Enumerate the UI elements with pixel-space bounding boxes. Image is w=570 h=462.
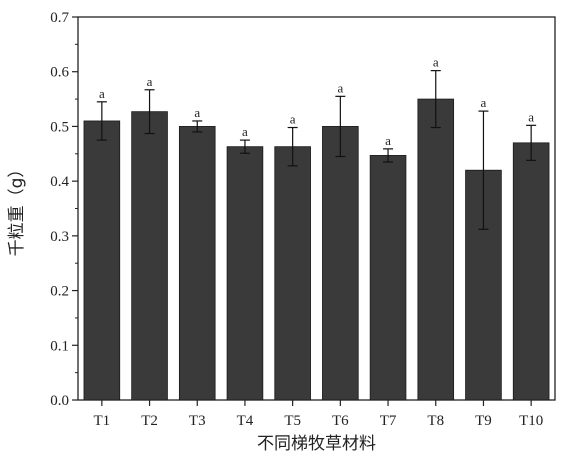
y-tick-label: 0.7	[50, 10, 69, 26]
significance-label: a	[337, 80, 343, 95]
x-tick-label: T2	[141, 413, 158, 429]
x-axis: T1 T2 T3 T4 T5 T6 T7 T8 T9 T10	[94, 400, 543, 429]
bar-t1	[83, 120, 121, 401]
y-tick-label: 0.4	[50, 174, 69, 190]
bar-t7	[369, 155, 407, 401]
significance-label: a	[242, 124, 248, 139]
significance-label: a	[194, 105, 200, 120]
x-axis-title: 不同梯牧草材料	[257, 434, 376, 454]
x-tick-label: T10	[519, 413, 543, 429]
x-tick-label: T3	[189, 413, 206, 429]
bar-t6	[322, 126, 359, 401]
x-tick-label: T1	[94, 413, 111, 429]
error-bars-group	[96, 70, 537, 230]
bars-group	[83, 98, 550, 401]
bar-t8	[417, 98, 455, 401]
bar-t10	[512, 142, 550, 401]
significance-label: a	[99, 86, 105, 101]
y-tick-label: 0.6	[50, 65, 69, 81]
y-tick-label: 0.5	[50, 119, 69, 135]
y-tick-label: 0.0	[50, 393, 69, 409]
x-tick-label: T4	[237, 413, 254, 429]
significance-label: a	[147, 74, 153, 89]
bar-t3	[178, 126, 216, 401]
significance-label: a	[528, 109, 534, 124]
y-tick-label: 0.3	[50, 229, 69, 245]
significance-label: a	[481, 95, 487, 110]
y-axis-title: 千粒重（g）	[7, 161, 27, 257]
significance-labels-group: a a a a a a a a a a	[99, 55, 534, 148]
significance-label: a	[385, 133, 391, 148]
y-axis: 0.0 0.1 0.2 0.3 0.4 0.5 0.6 0.7	[50, 10, 78, 409]
y-tick-label: 0.1	[50, 338, 69, 354]
y-tick-label: 0.2	[50, 284, 69, 300]
x-tick-label: T5	[284, 413, 301, 429]
x-tick-label: T6	[332, 413, 349, 429]
x-tick-label: T8	[427, 413, 444, 429]
significance-label: a	[290, 112, 296, 127]
significance-label: a	[433, 55, 439, 70]
bar-t2	[131, 111, 168, 401]
x-tick-label: T7	[380, 413, 397, 429]
bar-t4	[226, 146, 264, 401]
x-tick-label: T9	[475, 413, 492, 429]
bar-t5	[274, 146, 311, 401]
